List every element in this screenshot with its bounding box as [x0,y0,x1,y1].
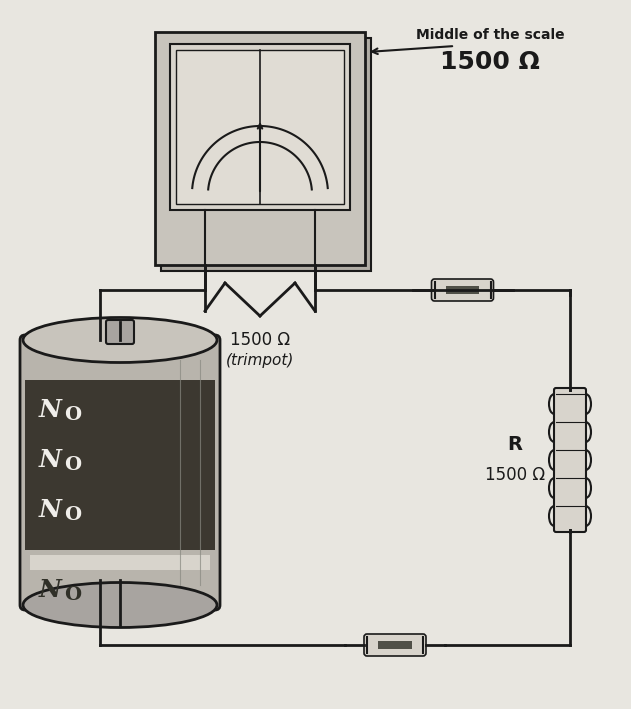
Text: N: N [38,578,61,602]
FancyBboxPatch shape [378,641,412,649]
FancyBboxPatch shape [432,279,493,301]
FancyBboxPatch shape [554,388,586,532]
Text: 1500 Ω: 1500 Ω [230,331,290,349]
Text: Middle of the scale: Middle of the scale [416,28,564,42]
FancyBboxPatch shape [170,44,350,210]
Text: O: O [64,456,81,474]
Text: O: O [64,586,81,604]
FancyBboxPatch shape [176,50,344,204]
FancyBboxPatch shape [30,555,210,570]
Ellipse shape [23,318,217,362]
Text: N: N [38,398,61,422]
Text: 1500 Ω: 1500 Ω [485,466,545,484]
FancyBboxPatch shape [25,380,215,550]
Ellipse shape [23,583,217,627]
FancyBboxPatch shape [155,32,365,265]
Text: O: O [64,406,81,424]
Text: R: R [507,435,522,454]
Text: 1500 Ω: 1500 Ω [440,50,540,74]
Text: N: N [38,498,61,522]
Text: (trimpot): (trimpot) [226,353,294,368]
Text: N: N [38,448,61,472]
FancyBboxPatch shape [445,286,480,294]
FancyBboxPatch shape [161,38,371,271]
Text: O: O [64,506,81,524]
FancyBboxPatch shape [106,320,134,344]
FancyBboxPatch shape [364,634,426,656]
FancyBboxPatch shape [20,335,220,610]
